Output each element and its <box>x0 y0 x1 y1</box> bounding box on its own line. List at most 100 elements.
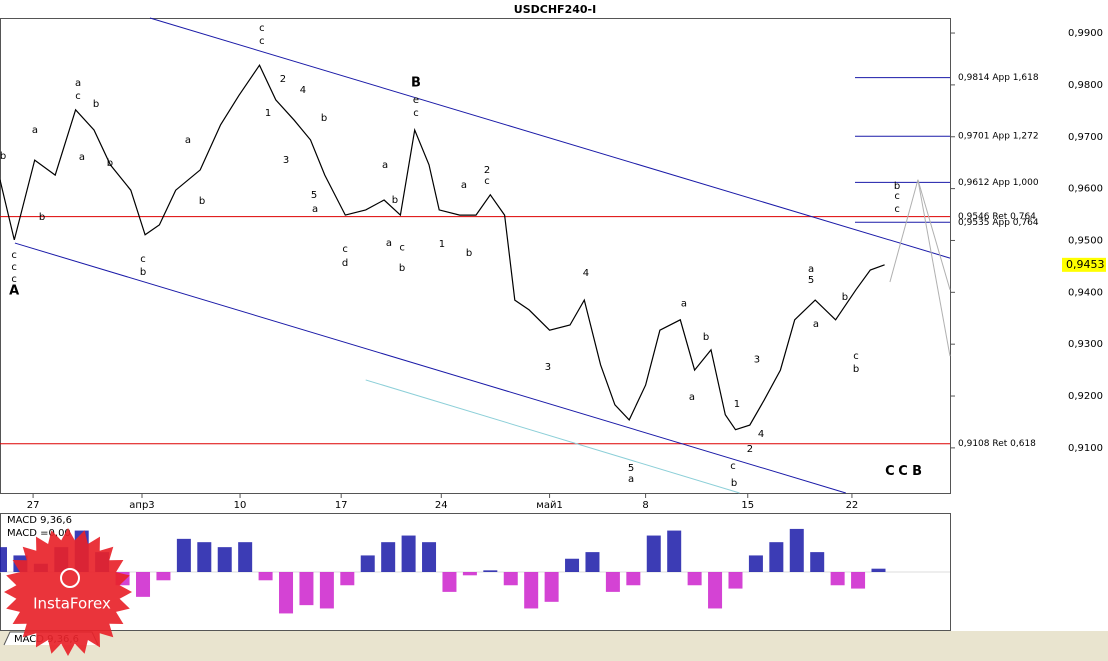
wave-label: b <box>894 181 900 192</box>
x-tick-label: 24 <box>435 500 448 511</box>
y-tick-label: 0,9800 <box>1068 80 1103 91</box>
macd-bar <box>748 555 763 572</box>
macd-bar <box>871 568 886 572</box>
wave-label: 2 <box>484 165 490 176</box>
wave-label: b <box>466 248 472 259</box>
wave-label: 1 <box>734 399 740 410</box>
x-tick-label: 27 <box>27 500 40 511</box>
macd-bar <box>646 535 661 572</box>
x-tick-label: 22 <box>846 500 859 511</box>
macd-bar <box>442 572 457 592</box>
macd-bar <box>605 572 620 592</box>
y-tick-label: 0,9700 <box>1068 132 1103 143</box>
macd-bar <box>156 572 171 581</box>
level-label: 0,9814 App 1,618 <box>958 73 1039 83</box>
wave-label: c <box>894 191 900 202</box>
macd-bar <box>810 552 825 572</box>
wave-label: B <box>912 464 922 479</box>
macd-subtitle: MACD =0,00 <box>7 528 71 539</box>
wave-label: b <box>399 263 405 274</box>
wave-label: c <box>259 36 265 47</box>
macd-bar <box>462 572 477 576</box>
wave-label: 3 <box>545 362 551 373</box>
macd-bar <box>238 542 253 572</box>
wave-label: 5 <box>311 190 317 201</box>
wave-label: c <box>399 243 405 254</box>
wave-label: b <box>842 292 848 303</box>
macd-bar <box>483 570 498 572</box>
level-label: 0,9546 Ret 0,764 <box>958 212 1036 222</box>
macd-bar <box>136 572 151 597</box>
wave-label: a <box>382 160 388 171</box>
y-tick-label: 0,9400 <box>1068 287 1103 298</box>
wave-label: b <box>392 195 398 206</box>
wave-label: b <box>199 196 205 207</box>
wave-label: c <box>484 176 490 187</box>
macd-bar <box>340 572 355 586</box>
wave-label: b <box>39 212 45 223</box>
x-tick-label: 8 <box>642 500 648 511</box>
price-frame <box>0 18 951 494</box>
macd-bar <box>217 547 232 572</box>
trendline <box>889 179 919 283</box>
logo-burst <box>4 528 132 656</box>
y-tick-label: 0,9500 <box>1068 235 1103 246</box>
y-tick-label: 0,9900 <box>1068 28 1103 39</box>
wave-label: 4 <box>300 85 306 96</box>
wave-label: a <box>386 238 392 249</box>
macd-bar <box>626 572 641 586</box>
trendline <box>917 179 951 357</box>
macd-bar <box>299 572 314 606</box>
wave-label: b <box>140 267 146 278</box>
macd-bar <box>789 528 804 572</box>
logo-text: InstaForex <box>33 595 111 613</box>
wave-label: 4 <box>583 268 589 279</box>
wave-label: b <box>853 364 859 375</box>
macd-bar <box>197 542 212 572</box>
wave-label: a <box>79 152 85 163</box>
wave-label: b <box>703 332 709 343</box>
macd-bar <box>728 572 743 589</box>
x-tick-label: 17 <box>335 500 348 511</box>
x-tick-label: 15 <box>741 500 754 511</box>
macd-bar <box>503 572 518 586</box>
macd-bar <box>769 542 784 572</box>
wave-label: a <box>32 125 38 136</box>
wave-label: a <box>185 135 191 146</box>
wave-label: c <box>259 23 265 34</box>
macd-bar <box>524 572 539 609</box>
macd-bar <box>585 552 600 572</box>
wave-label: c <box>730 461 736 472</box>
wave-label: 5 <box>808 275 814 286</box>
macd-bar <box>544 572 559 602</box>
trendline <box>365 379 740 494</box>
wave-label: 1 <box>439 239 445 250</box>
wave-label: b <box>321 113 327 124</box>
tab-strip <box>0 631 1108 661</box>
x-tick-label: 10 <box>234 500 247 511</box>
wave-label: a <box>75 78 81 89</box>
wave-label: a <box>813 319 819 330</box>
level-label: 0,9535 App 0,764 <box>958 218 1039 228</box>
y-tick-label: 0,9600 <box>1068 184 1103 195</box>
wave-label: B <box>411 75 421 90</box>
wave-label: 5 <box>628 463 634 474</box>
wave-label: b <box>731 478 737 489</box>
wave-label: c <box>11 274 17 285</box>
wave-label: 3 <box>754 355 760 366</box>
wave-label: 2 <box>747 444 753 455</box>
wave-label: c <box>413 108 419 119</box>
last-price-label: 0,9453 <box>1066 258 1105 271</box>
level-label: 0,9108 Ret 0,618 <box>958 439 1036 449</box>
macd-bar <box>708 572 723 609</box>
y-tick-label: 0,9200 <box>1068 391 1103 402</box>
wave-label: a <box>808 264 814 275</box>
macd-bar <box>319 572 334 609</box>
y-tick-label: 0,9100 <box>1068 443 1103 454</box>
macd-bar <box>360 555 375 572</box>
macd-bar <box>279 572 294 614</box>
wave-label: a <box>681 299 687 310</box>
y-tick-label: 0,9300 <box>1068 339 1103 350</box>
